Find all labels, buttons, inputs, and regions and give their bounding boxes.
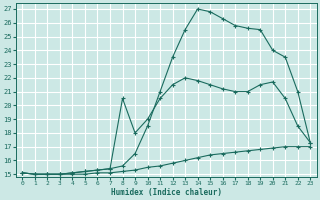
X-axis label: Humidex (Indice chaleur): Humidex (Indice chaleur) [111, 188, 222, 197]
